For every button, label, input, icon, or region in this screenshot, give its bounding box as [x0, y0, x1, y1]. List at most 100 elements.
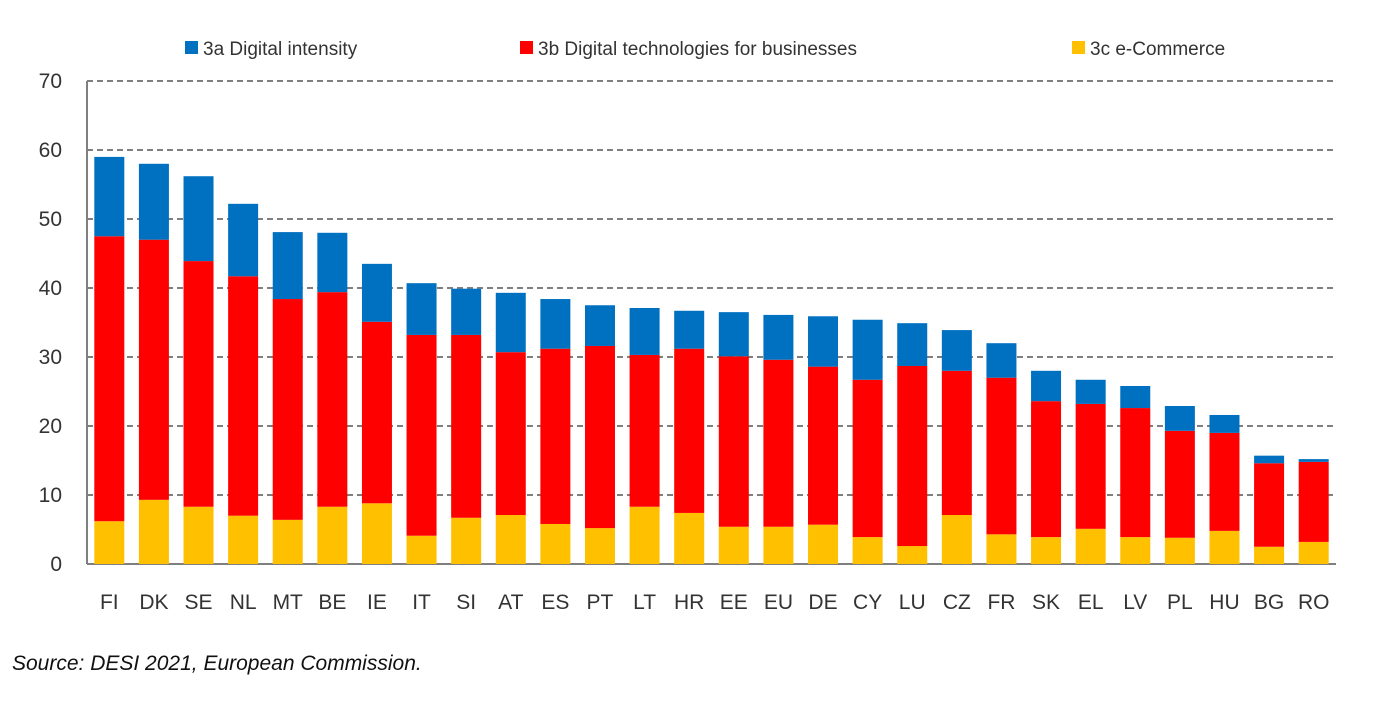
x-tick-label: AT	[498, 591, 523, 614]
bar-segment-IT	[406, 535, 437, 564]
x-tick-label: CY	[853, 591, 882, 614]
bar-segment-NL	[228, 276, 259, 516]
bar-segment-ES	[540, 348, 571, 524]
y-tick-label: 40	[39, 277, 62, 300]
x-tick-label: IE	[367, 591, 387, 614]
x-tick-label: EU	[764, 591, 793, 614]
y-tick-label: 60	[39, 139, 62, 162]
bar-segment-DK	[138, 163, 169, 240]
bar-segment-SK	[1031, 370, 1062, 402]
x-tick-label: RO	[1298, 591, 1330, 614]
legend-swatch	[1072, 41, 1085, 54]
bar-segment-LV	[1120, 408, 1151, 538]
legend-swatch	[520, 41, 533, 54]
bar-segment-LT	[629, 308, 660, 355]
bar-segment-HU	[1209, 530, 1240, 564]
x-tick-label: SE	[185, 591, 213, 614]
bar-segment-PL	[1164, 430, 1195, 538]
x-tick-label: HU	[1209, 591, 1239, 614]
bar-segment-LV	[1120, 537, 1151, 564]
bar-segment-MT	[272, 519, 303, 564]
bar-segment-CY	[852, 537, 883, 564]
bar-segment-LU	[897, 546, 928, 564]
bar-segment-SI	[451, 334, 482, 518]
x-tick-label: CZ	[943, 591, 971, 614]
bar-segment-CZ	[941, 330, 972, 371]
bar-segment-EU	[763, 314, 794, 360]
bar-segment-FR	[986, 377, 1017, 535]
legend-label: 3b Digital technologies for businesses	[538, 39, 857, 60]
bar-segment-LT	[629, 354, 660, 507]
bar-segment-BG	[1254, 455, 1285, 464]
bar-segment-CZ	[941, 515, 972, 564]
bar-segment-EE	[718, 312, 749, 357]
bar-segment-CY	[852, 319, 883, 380]
y-tick-label: 70	[39, 70, 62, 93]
y-tick-label: 20	[39, 415, 62, 438]
bar-segment-LV	[1120, 385, 1151, 409]
x-tick-label: PT	[587, 591, 614, 614]
legend-swatch	[185, 41, 198, 54]
bar-segment-HR	[674, 512, 705, 564]
bar-segment-FR	[986, 343, 1017, 378]
bar-segment-SE	[183, 261, 214, 507]
bar-segment-DK	[138, 499, 169, 564]
x-tick-label: PL	[1167, 591, 1193, 614]
bar-segment-BE	[317, 292, 348, 507]
bar-segment-PL	[1164, 405, 1195, 431]
bar-segment-FI	[94, 521, 125, 564]
bar-segment-LT	[629, 506, 660, 564]
bar-segment-AT	[495, 515, 526, 564]
bar-segment-BG	[1254, 463, 1285, 547]
bar-segment-IT	[406, 283, 437, 335]
bar-segment-DE	[808, 366, 839, 525]
bar-segment-PT	[584, 345, 615, 529]
bar-segment-EE	[718, 356, 749, 527]
y-tick-label: 0	[50, 553, 62, 576]
bar-segment-EL	[1075, 528, 1106, 564]
x-tick-label: EL	[1078, 591, 1104, 614]
bar-segment-BG	[1254, 546, 1285, 564]
bar-segment-MT	[272, 232, 303, 300]
bar-segment-MT	[272, 299, 303, 520]
bar-segment-HU	[1209, 432, 1240, 531]
x-tick-label: ES	[541, 591, 569, 614]
bar-segment-BE	[317, 506, 348, 564]
bar-segment-HR	[674, 348, 705, 513]
bar-segment-CZ	[941, 370, 972, 516]
bar-segment-DK	[138, 239, 169, 500]
bar-segment-EU	[763, 359, 794, 527]
bar-segment-DE	[808, 316, 839, 367]
bar-segment-IE	[361, 321, 392, 504]
x-tick-label: HR	[674, 591, 704, 614]
x-tick-label: MT	[273, 591, 303, 614]
y-tick-label: 10	[39, 484, 62, 507]
bar-segment-EL	[1075, 403, 1106, 529]
bar-segment-RO	[1298, 461, 1329, 542]
x-tick-label: FR	[987, 591, 1015, 614]
bar-segment-ES	[540, 299, 571, 349]
x-tick-label: LT	[633, 591, 656, 614]
bar-segment-IT	[406, 334, 437, 536]
bar-segment-DE	[808, 524, 839, 564]
bar-segment-PT	[584, 305, 615, 346]
bar-segment-HU	[1209, 414, 1240, 433]
bar-segment-LU	[897, 365, 928, 547]
bar-segment-FR	[986, 534, 1017, 564]
bar-segment-EE	[718, 526, 749, 564]
bar-segment-PL	[1164, 537, 1195, 564]
bar-segment-LU	[897, 323, 928, 366]
x-tick-label: SK	[1032, 591, 1060, 614]
x-tick-label: SI	[456, 591, 476, 614]
bar-segment-RO	[1298, 541, 1329, 564]
bar-segment-SI	[451, 517, 482, 564]
bar-segment-AT	[495, 292, 526, 353]
y-tick-label: 30	[39, 346, 62, 369]
bar-segment-ES	[540, 523, 571, 564]
bar-segment-SI	[451, 288, 482, 335]
bar-segment-BE	[317, 232, 348, 293]
x-tick-label: EE	[720, 591, 748, 614]
x-tick-label: BG	[1254, 591, 1284, 614]
bar-segment-CY	[852, 379, 883, 538]
